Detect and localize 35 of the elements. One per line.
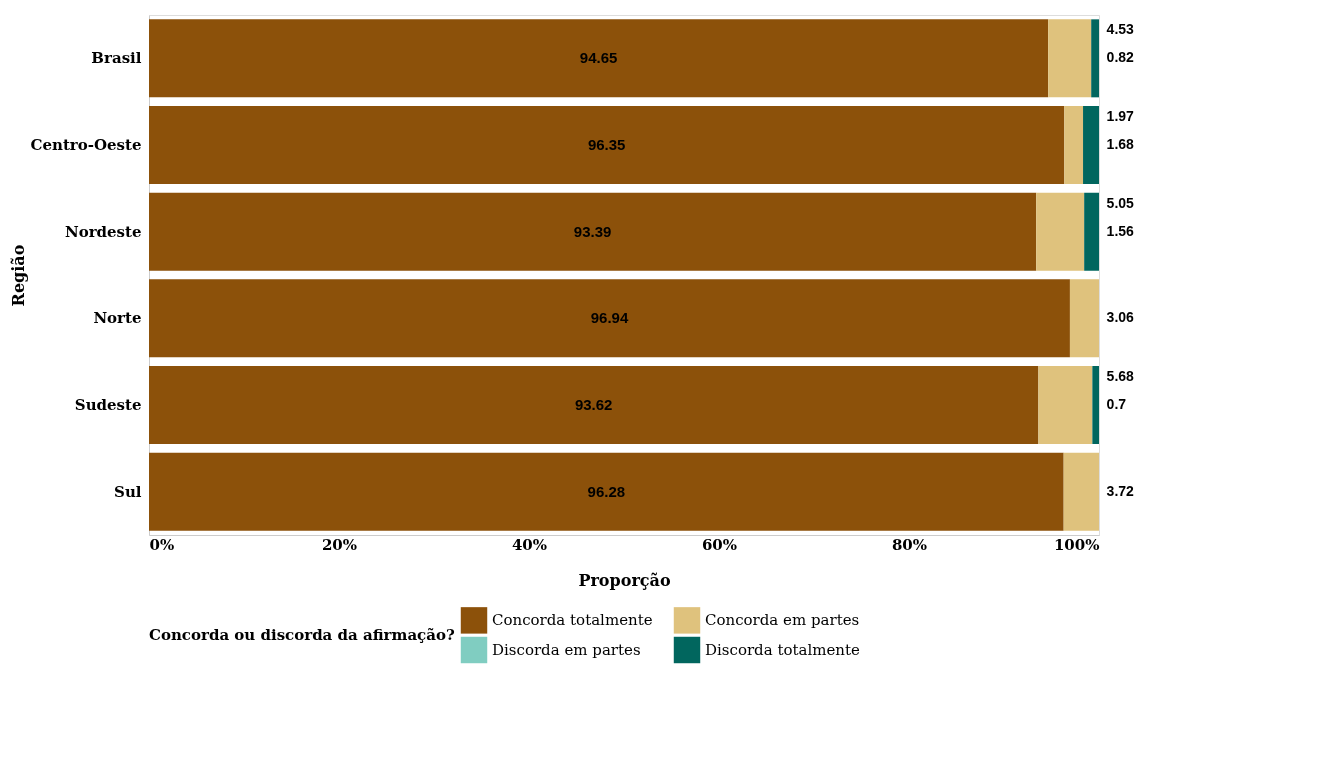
data-label: 96.35 <box>587 136 626 153</box>
data-label: 4.53 <box>1106 21 1135 38</box>
legend-label: Discorda em partes <box>492 641 641 659</box>
legend-label: Concorda totalmente <box>492 611 653 630</box>
legend-title: Concorda ou discorda da afirmação? <box>149 626 455 644</box>
y-tick-label: Sul <box>114 482 142 501</box>
data-label: 3.06 <box>1106 309 1135 326</box>
legend-label: Discorda totalmente <box>705 641 861 659</box>
data-label: 93.39 <box>573 222 612 240</box>
data-label: 5.05 <box>1106 194 1135 211</box>
x-tick-label: 80% <box>891 535 928 554</box>
y-tick-label: Nordeste <box>64 222 142 241</box>
x-tick-label: 0% <box>149 535 175 554</box>
x-tick-label: 40% <box>511 535 548 554</box>
y-tick-label: Centro-Oeste <box>30 136 142 154</box>
y-axis-title: Região <box>8 244 28 307</box>
x-tick-label: 100% <box>1053 535 1100 554</box>
x-axis-title: Proporção <box>578 570 671 590</box>
legend-label: Concorda em partes <box>705 611 860 630</box>
data-label: 96.94 <box>590 309 629 327</box>
data-label: 0.7 <box>1106 396 1127 412</box>
x-tick-label: 60% <box>701 535 738 554</box>
x-tick-label: 20% <box>321 535 358 554</box>
data-label: 1.68 <box>1106 136 1135 152</box>
data-label: 1.56 <box>1106 222 1135 239</box>
data-label: 0.82 <box>1106 49 1135 66</box>
data-label: 96.28 <box>587 482 626 500</box>
y-tick-label: Norte <box>93 309 142 328</box>
data-label: 3.72 <box>1106 482 1135 499</box>
y-tick-label: Brasil <box>91 49 142 68</box>
y-tick-label: Sudeste <box>74 396 142 414</box>
data-label: 5.68 <box>1106 368 1135 384</box>
data-label: 94.65 <box>579 49 618 67</box>
data-label: 93.62 <box>574 396 613 413</box>
data-label: 1.97 <box>1106 108 1135 124</box>
